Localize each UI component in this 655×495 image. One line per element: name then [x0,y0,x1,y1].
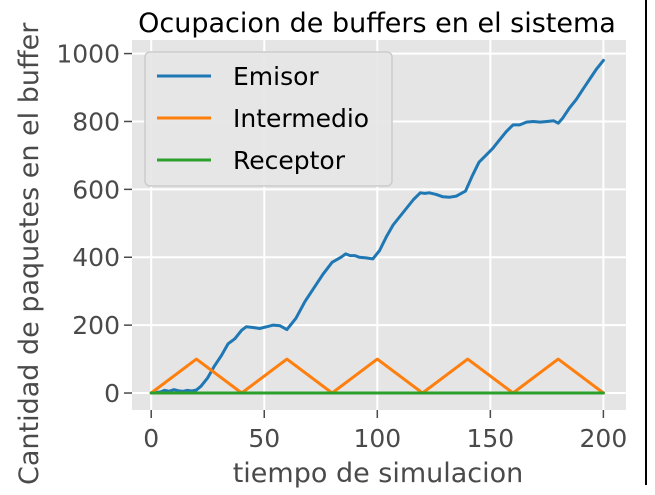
chart-title: Ocupacion de buffers en el sistema [138,8,616,39]
x-tick-label: 50 [248,424,280,453]
x-tick-label: 100 [353,424,401,453]
y-tick-label: 200 [72,311,120,340]
x-tick-label: 150 [466,424,514,453]
x-axis-label: tiempo de simulacion [233,458,524,489]
legend-label-emisor: Emisor [233,62,319,91]
legend-label-receptor: Receptor [233,146,346,175]
y-axis-label: Cantidad de paquetes en el buffer [14,22,45,485]
y-tick-label: 600 [72,175,120,204]
y-tick-label: 1000 [56,40,120,69]
y-tick-label: 400 [72,243,120,272]
y-tick-label: 800 [72,107,120,136]
y-axis-ticks: 0 200 400 600 800 1000 [56,40,132,408]
series-line-intermedio [149,357,605,395]
legend-label-intermedio: Intermedio [233,104,369,133]
series-group [149,58,605,395]
legend: Emisor Intermedio Receptor [144,51,393,187]
y-tick-label: 0 [104,379,120,408]
x-tick-label: 200 [580,424,628,453]
legend-box [144,51,393,187]
x-axis-ticks: 0 50 100 150 200 [143,410,627,453]
x-tick-label: 0 [143,424,159,453]
